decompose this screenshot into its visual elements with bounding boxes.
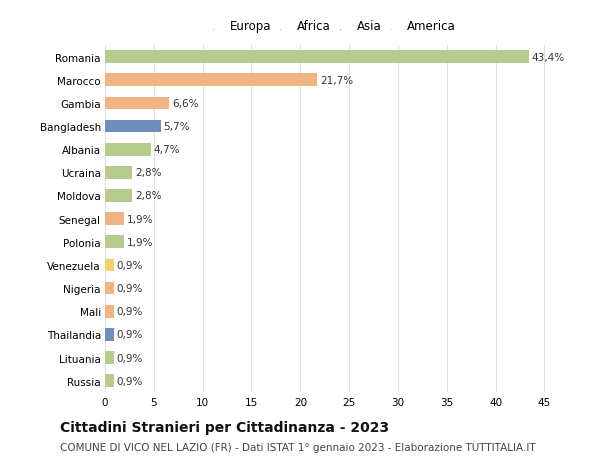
Text: 0,9%: 0,9% bbox=[117, 260, 143, 270]
Text: 43,4%: 43,4% bbox=[532, 52, 565, 62]
Text: 1,9%: 1,9% bbox=[127, 214, 153, 224]
Text: 21,7%: 21,7% bbox=[320, 76, 353, 85]
Bar bbox=[105, 213, 124, 225]
Text: 0,9%: 0,9% bbox=[117, 284, 143, 293]
Text: COMUNE DI VICO NEL LAZIO (FR) - Dati ISTAT 1° gennaio 2023 - Elaborazione TUTTIT: COMUNE DI VICO NEL LAZIO (FR) - Dati IST… bbox=[60, 442, 536, 452]
Text: 0,9%: 0,9% bbox=[117, 376, 143, 386]
Text: Cittadini Stranieri per Cittadinanza - 2023: Cittadini Stranieri per Cittadinanza - 2… bbox=[60, 420, 389, 434]
Text: 2,8%: 2,8% bbox=[135, 191, 162, 201]
Bar bbox=[105, 74, 317, 87]
Bar bbox=[105, 51, 529, 64]
Text: 2,8%: 2,8% bbox=[135, 168, 162, 178]
Bar bbox=[105, 120, 161, 133]
Bar bbox=[105, 328, 114, 341]
Bar bbox=[105, 259, 114, 272]
Bar bbox=[105, 97, 169, 110]
Bar bbox=[105, 305, 114, 318]
Bar bbox=[105, 144, 151, 156]
Text: 1,9%: 1,9% bbox=[127, 237, 153, 247]
Text: 5,7%: 5,7% bbox=[164, 122, 190, 132]
Bar bbox=[105, 190, 133, 202]
Text: 0,9%: 0,9% bbox=[117, 353, 143, 363]
Bar bbox=[105, 375, 114, 387]
Bar bbox=[105, 352, 114, 364]
Text: 0,9%: 0,9% bbox=[117, 330, 143, 340]
Bar bbox=[105, 282, 114, 295]
Legend: Europa, Africa, Asia, America: Europa, Africa, Asia, America bbox=[211, 17, 458, 35]
Bar bbox=[105, 236, 124, 249]
Text: 0,9%: 0,9% bbox=[117, 307, 143, 317]
Bar bbox=[105, 167, 133, 179]
Text: 4,7%: 4,7% bbox=[154, 145, 181, 155]
Text: 6,6%: 6,6% bbox=[172, 99, 199, 109]
